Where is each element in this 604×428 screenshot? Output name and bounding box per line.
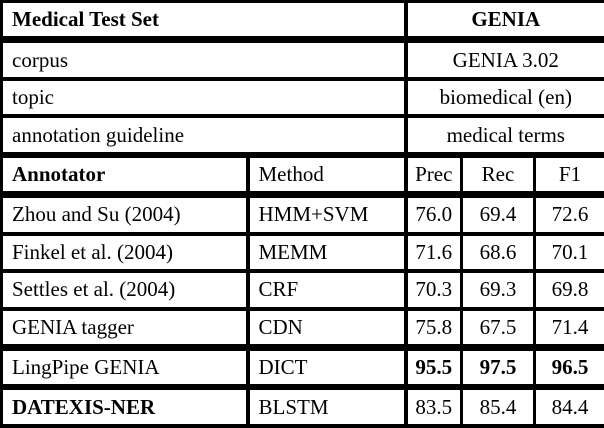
table-row-settles: Settles et al. (2004) CRF 70.3 69.3 69.8 bbox=[1, 271, 604, 311]
rec-cell: 68.6 bbox=[460, 233, 535, 274]
annotator-cell: Zhou and Su (2004) bbox=[1, 194, 248, 236]
table-row-annotation-guideline: annotation guideline medical terms bbox=[1, 116, 604, 158]
annotator-cell: Settles et al. (2004) bbox=[1, 271, 248, 311]
rec-cell: 67.5 bbox=[460, 308, 535, 352]
meta-value-topic: biomedical (en) bbox=[403, 78, 604, 119]
table-header-row: Annotator Method Prec Rec F1 bbox=[1, 154, 604, 199]
method-cell: DICT bbox=[245, 347, 406, 391]
prec-cell: 83.5 bbox=[403, 387, 462, 426]
meta-value-annotation-guideline: medical terms bbox=[403, 116, 604, 158]
header-f1: F1 bbox=[532, 154, 604, 199]
method-cell: CRF bbox=[245, 271, 406, 311]
prec-cell: 75.8 bbox=[403, 308, 462, 352]
f1-cell: 71.4 bbox=[532, 308, 604, 352]
f1-cell: 72.6 bbox=[532, 194, 604, 236]
table-row-zhou: Zhou and Su (2004) HMM+SVM 76.0 69.4 72.… bbox=[1, 194, 604, 236]
header-annotator: Annotator bbox=[1, 154, 248, 199]
f1-cell: 70.1 bbox=[532, 233, 604, 274]
rec-cell: 69.4 bbox=[460, 194, 535, 236]
table-row-topic: topic biomedical (en) bbox=[1, 78, 604, 119]
header-method: Method bbox=[245, 154, 406, 199]
meta-label-topic: topic bbox=[1, 78, 406, 119]
prec-cell: 70.3 bbox=[403, 271, 462, 311]
table-row-lingpipe: LingPipe GENIA DICT 95.5 97.5 96.5 bbox=[1, 347, 604, 391]
method-cell: BLSTM bbox=[245, 387, 406, 426]
annotator-cell: GENIA tagger bbox=[1, 308, 248, 352]
header-rec: Rec bbox=[460, 154, 535, 199]
annotator-cell: DATEXIS-NER bbox=[12, 394, 156, 419]
rec-cell: 69.3 bbox=[460, 271, 535, 311]
dataset-name: GENIA bbox=[403, 1, 604, 44]
prec-cell: 71.6 bbox=[403, 233, 462, 274]
method-cell: CDN bbox=[245, 308, 406, 352]
f1-cell: 84.4 bbox=[532, 387, 604, 426]
header-prec: Prec bbox=[403, 154, 462, 199]
rec-cell: 85.4 bbox=[460, 387, 535, 426]
annotator-cell: Finkel et al. (2004) bbox=[1, 233, 248, 274]
method-cell: MEMM bbox=[245, 233, 406, 274]
rec-cell: 97.5 bbox=[460, 347, 535, 391]
prec-cell: 76.0 bbox=[403, 194, 462, 236]
annotator-cell: LingPipe GENIA bbox=[1, 347, 248, 391]
table-row-corpus: corpus GENIA 3.02 bbox=[1, 39, 604, 81]
meta-value-corpus: GENIA 3.02 bbox=[403, 39, 604, 81]
meta-label-corpus: corpus bbox=[1, 39, 406, 81]
meta-label-annotation-guideline: annotation guideline bbox=[1, 116, 406, 158]
table-row-title: Medical Test Set GENIA bbox=[1, 1, 604, 44]
table-title: Medical Test Set bbox=[1, 1, 406, 44]
table-row-datexis: DATEXIS-NER BLSTM 83.5 85.4 84.4 bbox=[2, 387, 604, 426]
f1-cell: 96.5 bbox=[532, 347, 604, 391]
prec-cell: 95.5 bbox=[403, 347, 462, 391]
f1-cell: 69.8 bbox=[532, 271, 604, 311]
method-cell: HMM+SVM bbox=[245, 194, 406, 236]
table-row-finkel: Finkel et al. (2004) MEMM 71.6 68.6 70.1 bbox=[1, 233, 604, 274]
table-row-genia-tagger: GENIA tagger CDN 75.8 67.5 71.4 bbox=[1, 308, 604, 352]
